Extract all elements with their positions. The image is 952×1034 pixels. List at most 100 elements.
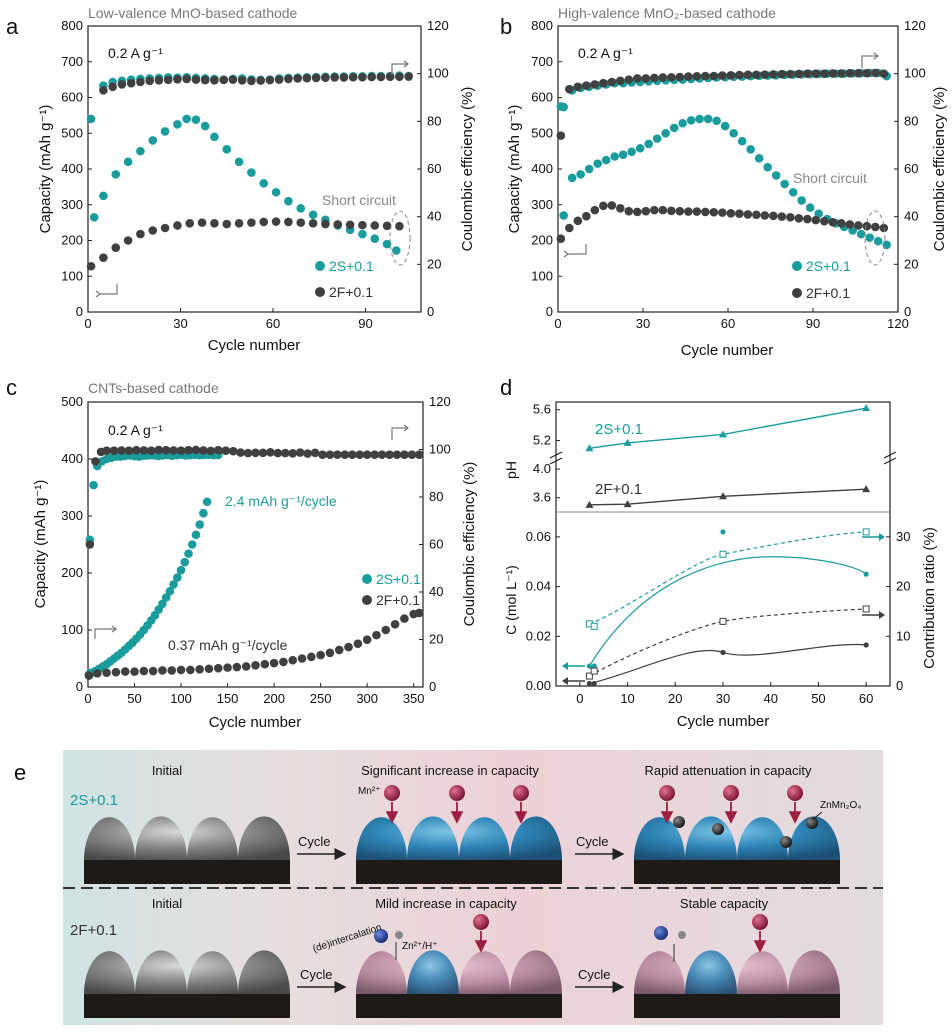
data-point [321,219,330,229]
y2-tick-label: 0 [904,304,911,319]
data-point [593,159,602,168]
data-point [820,216,829,226]
data-point [684,72,693,81]
data-point [633,207,642,217]
data-point [794,214,804,223]
data-point [316,650,325,660]
panel-e-cycle-label-1: Cycle [298,834,331,849]
ratio-tick-label: 0 [896,678,903,693]
data-point [404,72,413,81]
data-point [358,229,367,239]
data-point [871,222,880,232]
y2-tick-label: 100 [429,442,451,457]
x-tick-label: 30 [173,316,187,331]
data-point [678,118,687,128]
x-tick-label: 150 [217,691,239,706]
data-point [879,69,889,78]
data-point [325,450,335,460]
ph-point [719,492,727,500]
y2-tick-label: 40 [427,209,441,224]
panel-b-y2ticks: 0 20 40 60 80 100 120 [894,18,926,319]
data-point [197,218,207,227]
data-point [221,446,231,455]
panel-c-left-axis-arrow-icon [94,628,116,639]
panel-d-frame [555,401,891,687]
y-tick-label: 500 [531,125,553,140]
data-point [644,139,653,149]
data-point [191,530,201,540]
data-point [269,658,279,668]
data-point [274,75,284,84]
y-tick-label: 800 [61,18,83,33]
data-point [297,654,307,663]
data-point [111,170,121,179]
data-point [284,196,293,206]
panel-e-row2-mid-electrode [356,950,562,1018]
data-point [735,209,744,218]
data-point [879,223,889,233]
data-point [754,153,764,163]
data-point [234,157,244,167]
data-point [273,448,283,458]
data-point [786,212,795,222]
panel-c-legend-f-marker [362,595,372,605]
data-point [241,662,251,671]
data-point [321,73,330,83]
data-point [339,73,349,82]
data-point [616,76,625,86]
data-point [169,580,178,589]
data-point [191,115,201,124]
data-point [85,540,95,549]
data-point [382,239,392,249]
panel-b-annotation: Short circuit [793,170,867,186]
panel-a-letter: a [6,14,19,39]
data-point [658,205,668,215]
panel-b-legend-f: 2F+0.1 [806,285,850,301]
data-point [111,667,121,677]
data-point [709,71,719,81]
panel-b-letter: b [500,14,512,39]
panel-e-znmn-pointer [811,811,823,821]
y-tick-label: 0 [76,679,83,694]
panel-b: b High-valence MnO₂-based cathode 0 30 60 9… [500,5,948,359]
data-point [176,665,186,675]
data-point [160,127,170,136]
data-point [828,217,838,227]
data-point [720,121,730,131]
panel-d-xlabel: Cycle number [677,713,770,730]
data-point [259,179,269,188]
data-point [871,68,880,78]
data-point [99,86,108,95]
data-point [148,136,158,145]
y2-tick-label: 120 [429,394,451,409]
data-point [89,212,99,222]
y2-tick-label: 20 [429,632,443,647]
y-tick-label: 200 [61,565,83,580]
panel-a-left-axis-arrow-icon [100,284,118,295]
panel-b-right-axis-arrow-icon [861,55,878,68]
data-point [344,642,353,652]
data-point [265,75,275,85]
c-point [591,680,597,687]
y-tick-label: 700 [531,54,553,69]
panel-d-axis-break-left [549,451,563,465]
data-point [633,74,642,83]
data-point [161,445,171,455]
data-point [191,445,201,455]
data-point [370,221,380,230]
x-tick-label: 30 [716,691,730,706]
x-tick-label: 60 [859,691,873,706]
panel-d-ph-ticks: 3.6 4.0 5.2 5.6 [533,402,560,505]
x-tick-label: 60 [266,316,280,331]
panel-e-znmn-label: ZnMn₂O₄ [820,800,861,811]
data-point [340,450,350,460]
data-point [385,72,395,82]
data-point [743,210,753,219]
x-tick-label: 90 [806,316,820,331]
data-point [760,70,770,79]
panel-c-legend-f: 2F+0.1 [376,592,420,608]
y2-tick-label: 0 [429,679,436,694]
data-point [607,77,617,87]
data-point [200,75,210,85]
